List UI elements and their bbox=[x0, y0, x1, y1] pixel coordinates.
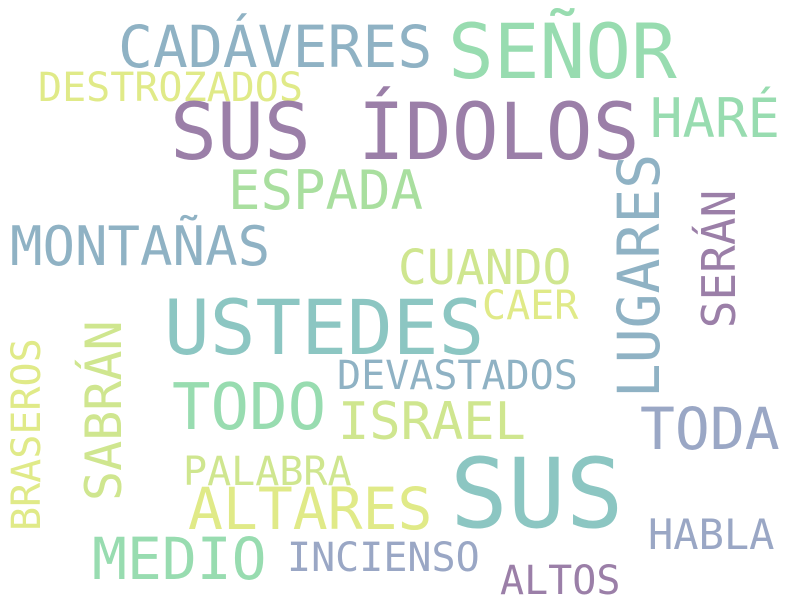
word-medio: MEDIO bbox=[92, 525, 267, 593]
word-toda: TODA bbox=[640, 395, 780, 463]
word-altos: ALTOS bbox=[500, 558, 621, 604]
word-seran: SERÁN bbox=[692, 189, 746, 329]
word-lugares: LUGARES bbox=[605, 153, 673, 399]
word-incienso: INCIENSO bbox=[287, 535, 480, 581]
word-ustedes: USTEDES bbox=[164, 283, 485, 372]
word-todo: TODO bbox=[172, 371, 327, 445]
word-braseros: BRASEROS bbox=[4, 338, 50, 531]
word-cuando: CUANDO bbox=[398, 240, 572, 296]
word-habla: HABLA bbox=[648, 510, 775, 559]
word-cadaveres: CADÁVERES bbox=[118, 13, 433, 81]
word-montanas: MONTAÑAS bbox=[10, 215, 271, 278]
word-destrozados: DESTROZADOS bbox=[38, 65, 303, 111]
word-caer: CAER bbox=[482, 283, 579, 329]
word-espada: ESPADA bbox=[228, 159, 424, 222]
word-senor: SEÑOR bbox=[448, 7, 677, 96]
word-hare: HARÉ bbox=[650, 87, 781, 150]
word-palabra: PALABRA bbox=[183, 449, 352, 495]
word-israel: ISRAEL bbox=[338, 392, 526, 452]
word-devastados: DEVASTADOS bbox=[337, 353, 578, 399]
word-sus: SUS bbox=[450, 438, 624, 550]
word-altares: ALTARES bbox=[188, 475, 433, 543]
word-sus-idolos: SUS ÍDOLOS bbox=[170, 88, 640, 178]
word-sabran: SABRÁN bbox=[75, 320, 133, 501]
